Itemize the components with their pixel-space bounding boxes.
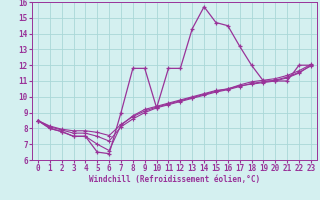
X-axis label: Windchill (Refroidissement éolien,°C): Windchill (Refroidissement éolien,°C) bbox=[89, 175, 260, 184]
